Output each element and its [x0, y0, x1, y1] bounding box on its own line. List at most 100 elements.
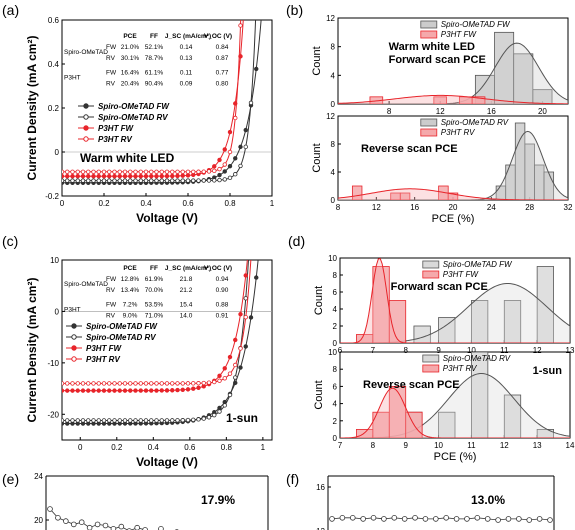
b-sub1-legend-swatch — [420, 128, 438, 137]
a-ytick-label: 0.4 — [48, 60, 60, 69]
b-sub0-marks — [338, 31, 568, 104]
a-point — [80, 169, 86, 174]
d-sub0-ytick-label: 10 — [328, 254, 337, 263]
e-ytick-label: 24 — [34, 472, 43, 481]
d-sub0-ytick-label: 4 — [333, 305, 338, 314]
c-table-cell: 21.2 — [180, 287, 193, 294]
c-point — [65, 388, 70, 393]
a-point — [196, 169, 201, 174]
b-sub1-xtick-label: 16 — [410, 203, 419, 212]
a-point — [75, 178, 80, 183]
c-point — [206, 380, 212, 385]
a-legend-label: Spiro-OMeTAD FW — [98, 102, 170, 111]
a-table-header: J_SC (mA/cm²) — [165, 33, 211, 40]
c-point — [222, 366, 227, 371]
f-point — [329, 516, 335, 522]
b-sub0-title: Warm white LED — [389, 41, 475, 53]
c-point — [112, 388, 117, 393]
e-point — [118, 523, 125, 530]
c-curves — [62, 127, 269, 426]
a-point — [206, 178, 212, 183]
c-point — [149, 381, 154, 386]
a-point — [65, 169, 70, 174]
f-annotation: 13.0% — [471, 493, 505, 507]
c-table-cell: 13.4% — [121, 287, 140, 294]
f-point — [474, 514, 481, 521]
f-ytick-label: 12 — [316, 527, 325, 530]
f-series-line — [331, 517, 551, 521]
a-point — [107, 169, 112, 174]
c-point — [254, 127, 258, 131]
b-sub1-ytick-label: 0 — [331, 196, 336, 205]
d-sub1-legend-label: Spiro-OMeTAD RV — [443, 354, 511, 363]
c-point — [80, 418, 86, 423]
f-point — [443, 514, 449, 521]
a-legend-label: P3HT RV — [98, 135, 132, 144]
a-point — [175, 178, 180, 183]
c-point — [122, 418, 128, 423]
a-point — [149, 169, 154, 174]
b-sub0-xtick-label: 12 — [436, 107, 445, 116]
d-sub1-bar — [503, 394, 522, 438]
f-point — [536, 516, 543, 522]
c-point — [175, 418, 180, 423]
a-point — [154, 178, 159, 183]
c-point — [117, 418, 122, 423]
d-sub1-ytick-label: 0 — [333, 434, 338, 443]
c-point — [122, 388, 128, 393]
a-point — [227, 163, 233, 169]
a-point — [217, 166, 222, 172]
d-sub0-xtick-label: 8 — [403, 346, 408, 355]
a-point — [170, 173, 175, 179]
c-table-group: P3HT — [64, 306, 81, 313]
c-annotation: 1-sun — [226, 411, 258, 425]
b-sub1-marks — [338, 122, 568, 200]
b-sub0-legend-swatch — [420, 30, 438, 39]
a-table-cell: 16.4% — [121, 69, 140, 76]
e-point — [55, 514, 61, 521]
c-xtick-label: 0 — [78, 443, 83, 452]
c-table-cell: 0.88 — [216, 301, 229, 308]
panel-label-f: (f) — [286, 471, 299, 487]
a-xtick-label: 0 — [60, 199, 65, 208]
d-sub1-xtick-label: 9 — [403, 441, 408, 450]
c-point — [227, 354, 233, 360]
c-point — [265, 145, 269, 149]
c-point — [62, 388, 65, 393]
b-sub0-ytick-label: 8 — [331, 43, 336, 52]
c-point — [222, 403, 227, 408]
c-point — [112, 418, 117, 423]
d-sub1-xtick-label: 13 — [533, 441, 542, 450]
f-point — [422, 516, 429, 522]
b-sub1-xtick-label: 28 — [525, 203, 534, 212]
a-point — [65, 178, 70, 183]
f-point — [391, 514, 398, 521]
c-legend-label: P3HT FW — [86, 344, 123, 353]
f-point — [464, 516, 470, 522]
c-point — [70, 418, 75, 423]
c-xtick-label: 1 — [261, 443, 266, 452]
c-point — [91, 388, 96, 393]
c-ytick-label: 10 — [50, 256, 59, 265]
a-ylabel: Current Density (mA cm²) — [25, 36, 39, 181]
c-legend-label: Spiro-OMeTAD RV — [86, 333, 156, 342]
c-point — [96, 388, 101, 393]
c-point — [101, 388, 107, 393]
c-point — [170, 381, 175, 386]
a-legend-marker — [83, 114, 89, 120]
c-point — [191, 381, 196, 386]
d-sub1-xtick-label: 10 — [434, 441, 443, 450]
f-point — [484, 516, 491, 522]
c-point — [138, 381, 143, 386]
c-point — [62, 381, 65, 386]
a-point — [254, 66, 259, 72]
a-point — [91, 178, 96, 183]
c-table-cell: 21.8 — [180, 276, 193, 283]
b-sub1-title: Reverse scan PCE — [361, 143, 458, 155]
a-point — [112, 173, 117, 179]
c-point — [154, 381, 159, 386]
a-table-cell: FW — [106, 69, 117, 76]
a-table-cell: 30.1% — [121, 55, 140, 62]
d-sub0-xtick-label: 12 — [533, 346, 542, 355]
